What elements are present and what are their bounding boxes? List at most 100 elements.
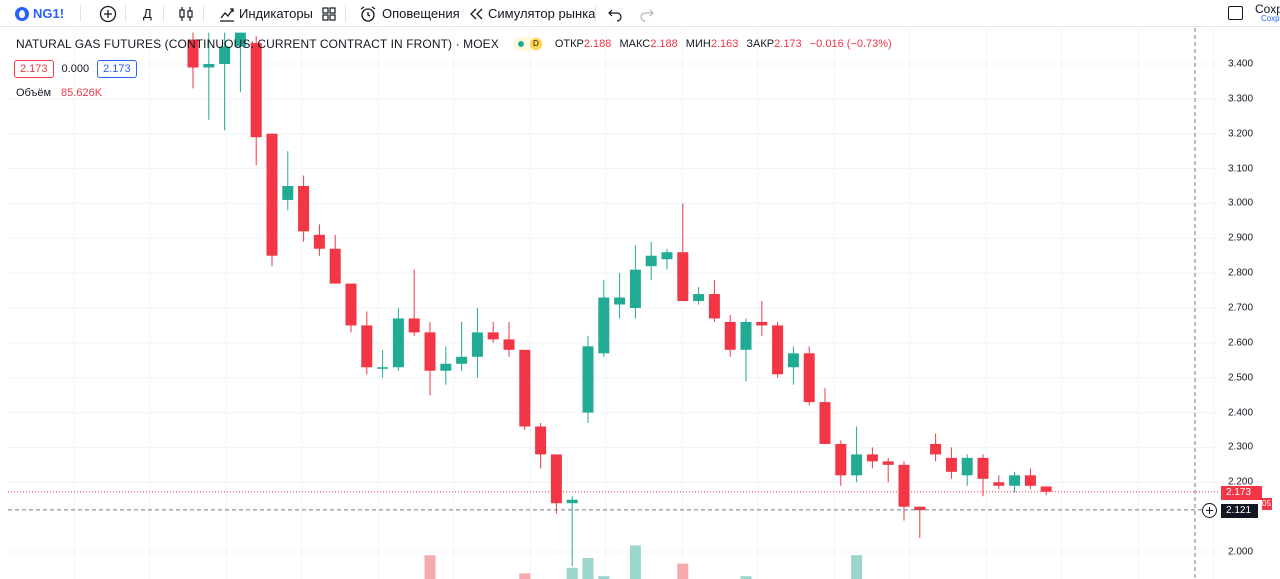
candle-body xyxy=(803,353,815,403)
price-tick-label: 3.300 xyxy=(1228,93,1254,105)
alerts-button[interactable]: Оповещения xyxy=(359,0,460,27)
save-sub-label: Сохр xyxy=(1261,14,1280,23)
candle-body xyxy=(961,457,973,476)
layout-icon[interactable] xyxy=(1228,6,1243,20)
price-tick-label: 3.100 xyxy=(1228,163,1254,175)
volume-label: Объём xyxy=(16,87,52,99)
candle-body xyxy=(250,43,262,138)
ohlc-values: ОТКР2.188 МАКС2.188 МИН2.163 ЗАКР2.173 −… xyxy=(555,38,897,50)
candle-body xyxy=(756,321,768,326)
spread-value: 0.000 xyxy=(61,63,90,75)
price-tick-label: 2.600 xyxy=(1228,337,1254,349)
alerts-label: Оповещения xyxy=(382,6,460,21)
undo-button[interactable] xyxy=(607,0,623,27)
toolbar-divider xyxy=(125,5,126,22)
market-status-badge[interactable]: D xyxy=(512,37,543,51)
sell-price-button[interactable]: 2.173 xyxy=(14,60,54,78)
volume-bar xyxy=(582,558,594,579)
candle-body xyxy=(898,464,910,507)
symbol-description: NATURAL GAS FUTURES (CONTINUOUS: CURRENT… xyxy=(16,37,499,51)
candle-body xyxy=(772,325,784,375)
candle-body xyxy=(851,454,863,476)
compare-symbol-button[interactable] xyxy=(99,0,117,27)
rewind-icon xyxy=(470,8,483,19)
candle-body xyxy=(471,332,483,357)
price-tick-label: 3.000 xyxy=(1228,197,1254,209)
close-value: 2.173 xyxy=(774,38,802,50)
candle-body xyxy=(645,255,657,267)
candle-body xyxy=(329,248,341,284)
candle-body xyxy=(629,269,641,308)
buy-price-button[interactable]: 2.173 xyxy=(97,60,137,78)
bid-ask-row: 2.173 0.000 2.173 xyxy=(14,60,137,78)
candle-body xyxy=(503,339,515,350)
symbol-search-button[interactable]: NG1! xyxy=(15,0,64,27)
candle-body xyxy=(1009,475,1021,486)
candle-body xyxy=(313,234,325,249)
volume-bar xyxy=(566,567,578,579)
price-tick-label: 2.000 xyxy=(1228,546,1254,558)
candle-body xyxy=(614,297,626,305)
candle-body xyxy=(993,482,1005,486)
toolbar-divider xyxy=(595,5,596,22)
toolbar-divider xyxy=(345,5,346,22)
replay-button[interactable]: Симулятор рынка xyxy=(468,0,595,27)
templates-button[interactable] xyxy=(321,0,337,27)
candle-body xyxy=(882,461,894,465)
redo-button[interactable] xyxy=(639,0,655,27)
indicators-label: Индикаторы xyxy=(239,6,313,21)
candle-body xyxy=(977,457,989,479)
candle-body xyxy=(740,321,752,350)
candle-body xyxy=(282,186,294,200)
price-chart[interactable] xyxy=(8,28,1218,579)
volume-bar xyxy=(519,573,531,579)
candle-body xyxy=(203,64,215,68)
candle-body xyxy=(787,353,799,368)
hidden-price-tag: 05 xyxy=(1262,498,1272,510)
price-tick-label: 2.200 xyxy=(1228,476,1254,488)
candle-body xyxy=(835,443,847,476)
chart-legend: NATURAL GAS FUTURES (CONTINUOUS: CURRENT… xyxy=(16,37,897,51)
candle-body xyxy=(519,349,531,427)
last-price-tag: 2.173 xyxy=(1221,486,1262,500)
gas-flame-icon xyxy=(15,6,29,21)
candle-body xyxy=(1024,475,1036,486)
candle-body xyxy=(345,283,357,326)
candle-body xyxy=(661,252,673,260)
candle-body xyxy=(598,297,610,354)
low-label: МИН xyxy=(685,38,711,50)
candle-body xyxy=(724,321,736,350)
price-tick-label: 3.200 xyxy=(1228,128,1254,140)
toolbar-divider xyxy=(163,5,164,22)
candle-body xyxy=(866,454,878,462)
save-label: Сохр xyxy=(1255,2,1280,16)
candle-body xyxy=(487,332,499,340)
high-value: 2.188 xyxy=(650,38,678,50)
candle-body xyxy=(677,252,689,302)
volume-legend: Объём 85.626K xyxy=(16,87,102,99)
candle-body xyxy=(693,294,705,302)
candle-body xyxy=(234,32,246,47)
candle-body xyxy=(266,133,278,256)
close-label: ЗАКР xyxy=(746,38,775,50)
candle-body xyxy=(456,356,468,364)
chart-type-button[interactable] xyxy=(178,0,194,27)
symbol-label: NG1! xyxy=(33,6,65,21)
add-alert-plus-icon[interactable] xyxy=(1202,503,1217,518)
volume-bar xyxy=(598,576,610,579)
volume-bar xyxy=(740,576,752,579)
volume-value: 85.626K xyxy=(61,87,103,99)
interval-button[interactable]: Д xyxy=(143,0,152,27)
price-tick-label: 2.300 xyxy=(1228,441,1254,453)
indicators-button[interactable]: Индикаторы xyxy=(218,0,313,27)
candle-body xyxy=(424,332,436,371)
price-tick-label: 2.800 xyxy=(1228,267,1254,279)
price-tick-label: 2.700 xyxy=(1228,302,1254,314)
alarm-clock-icon xyxy=(360,5,376,22)
candle-body xyxy=(914,506,926,511)
high-label: МАКС xyxy=(619,38,651,50)
candles-icon xyxy=(179,6,193,21)
candle-body xyxy=(945,457,957,472)
price-tick-label: 2.900 xyxy=(1228,232,1254,244)
save-button[interactable]: Сохр Сохр xyxy=(1225,0,1280,27)
